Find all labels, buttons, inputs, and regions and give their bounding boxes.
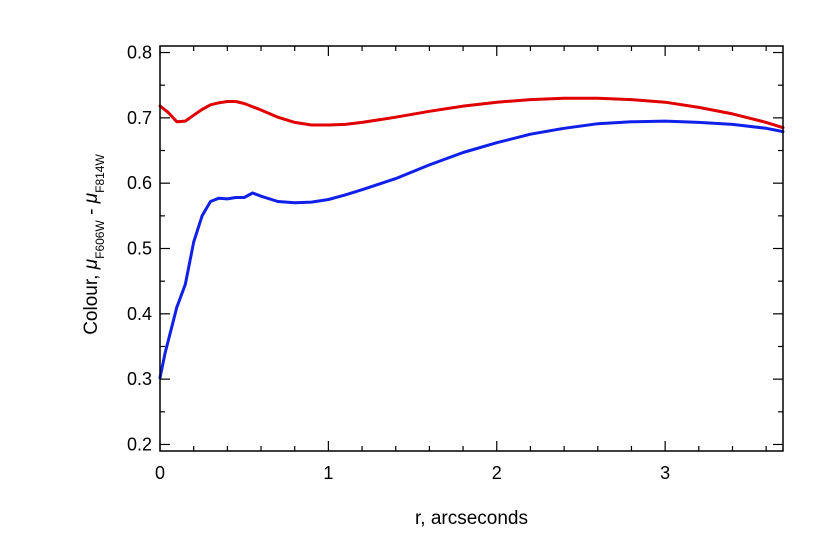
y-tick-label: 0.6	[127, 173, 152, 193]
series-line-1	[158, 96, 785, 130]
y-axis-label-sub2: F814W	[93, 154, 107, 193]
x-tick-label: 1	[323, 463, 333, 483]
x-axis-label: r, arcseconds	[415, 508, 528, 529]
y-tick-label: 0.8	[127, 43, 152, 63]
x-tick-label: 3	[660, 463, 670, 483]
y-tick-label: 0.7	[127, 108, 152, 128]
y-axis-label: Colour, μF606W - μF814W	[81, 154, 107, 335]
y-axis-label-mid: -	[81, 203, 102, 220]
series-layer	[158, 96, 785, 380]
x-tick-label: 0	[155, 463, 165, 483]
tick-labels: 0 1 2 3 0.2 0.3 0.4 0.5 0.6 0.7 0.8	[127, 43, 670, 483]
y-axis-label-mu2: μ	[81, 192, 102, 204]
y-tick-label: 0.4	[127, 304, 152, 324]
y-tick-label: 0.5	[127, 239, 152, 259]
plot-frame	[159, 45, 784, 452]
x-tick-label: 2	[492, 463, 502, 483]
series-line-2	[158, 119, 785, 380]
y-axis-label-mu: μ	[81, 258, 102, 270]
axis-ticks	[159, 46, 783, 451]
y-axis-label-prefix: Colour,	[81, 269, 102, 334]
y-tick-label: 0.2	[127, 434, 152, 454]
y-axis-label-sub1: F606W	[93, 220, 107, 259]
y-tick-label: 0.3	[127, 369, 152, 389]
